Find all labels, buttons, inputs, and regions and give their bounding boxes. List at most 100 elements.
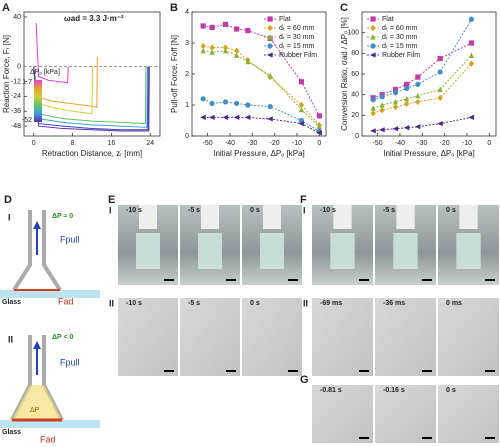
y-axis-label: Conversion Ratio, σad / ΔPₒ [%] [340,17,349,131]
photo [375,385,436,443]
photo-object [136,233,160,269]
x-tick-label: 0 [317,140,321,147]
photo [118,298,178,376]
x-tick-label: 8 [71,140,75,147]
marker [267,24,273,32]
marker [200,23,206,29]
marker [392,98,399,105]
marker [437,86,443,93]
marker [370,52,376,58]
marker [370,97,376,103]
marker [245,58,251,65]
marker [468,52,475,58]
marker [316,113,322,119]
marker [209,114,215,120]
time-label: -69 ms [320,300,342,307]
marker [298,101,305,109]
colorbar-title: ΔPₒ [kPa] [30,69,60,76]
marker [468,60,475,67]
marker [370,105,376,111]
marker [415,98,421,106]
y-tick-label: 0 [17,63,21,70]
marker [392,86,399,93]
y-tick-label: 3 [185,40,189,47]
marker [392,90,399,96]
marker [415,92,421,99]
marker [414,124,421,130]
legend-label: Flat [279,16,291,23]
marker [404,85,410,92]
arrow-head [33,341,41,349]
x-tick-label: -20 [440,140,450,147]
marker [379,106,385,114]
photo-object [393,233,418,269]
panel-label: D [4,194,12,206]
marker [267,52,273,58]
marker [437,121,443,127]
photo-object [396,205,415,229]
series-line [35,23,69,84]
time-label: -10 s [320,207,336,214]
marker [222,114,229,120]
glass [0,290,100,298]
legend-label: dₜ = 30 mm [279,34,314,41]
y-tick-label: 0 [355,133,359,140]
marker [370,110,376,117]
marker [267,72,273,79]
photo [180,298,240,376]
panel-label: A [2,2,10,14]
colorbar-tick: -52 [22,117,32,124]
x-axis-label: Initial Pressure, ΔPₒ [kPa] [213,149,305,158]
marker [209,44,215,51]
pressure-label: ΔP < 0 [52,334,74,341]
time-label: -5 s [383,207,395,214]
marker [468,16,475,22]
y-axis-label: Pull-off Force, Foff [N] [170,35,179,113]
marker [370,128,376,134]
marker [233,114,240,120]
marker [392,103,399,111]
marker [234,26,240,32]
time-label: -10 s [126,207,142,214]
row-label: I [109,205,112,215]
panel-label: G [300,374,309,386]
marker [370,24,376,32]
marker [316,130,322,136]
legend-label: dₜ = 60 mm [382,25,417,32]
x-tick-label: -30 [247,140,257,147]
glass [0,420,100,428]
x-tick-label: -40 [225,140,235,147]
y-tick-label: -48 [11,123,21,130]
y-tick-label: 1 [185,102,189,109]
marker [298,79,305,85]
legend-label: Flat [382,16,394,23]
photo-object [330,233,355,269]
marker [379,102,385,108]
legend-label: dₜ = 30 mm [382,34,417,41]
row-label: II [109,298,114,308]
photo [438,298,499,376]
marker [298,106,305,113]
marker [370,16,376,22]
arrow-head [33,221,41,229]
panel-label: C [340,2,348,14]
marker [267,116,273,122]
legend-label: dₜ = 60 mm [279,25,314,32]
time-label: -5 s [188,300,200,307]
pull-label: Fpull [60,357,80,367]
photo-object [139,205,157,229]
time-label: -36 ms [383,300,405,307]
x-tick-label: 0 [32,140,36,147]
row-label: II [303,298,308,308]
panel-label: E [108,194,115,206]
y-tick-label: 60 [351,71,359,78]
marker [200,42,206,50]
time-label: -5 s [188,207,200,214]
y-tick-label: 4 [185,9,189,16]
panel-label: F [300,194,307,206]
marker [222,99,229,105]
x-axis-label: Retraction Distance, zᵣ [mm] [42,149,142,158]
colorbar-tick: 1.7 [22,79,32,86]
series-line [33,66,150,132]
series-line [373,116,472,132]
